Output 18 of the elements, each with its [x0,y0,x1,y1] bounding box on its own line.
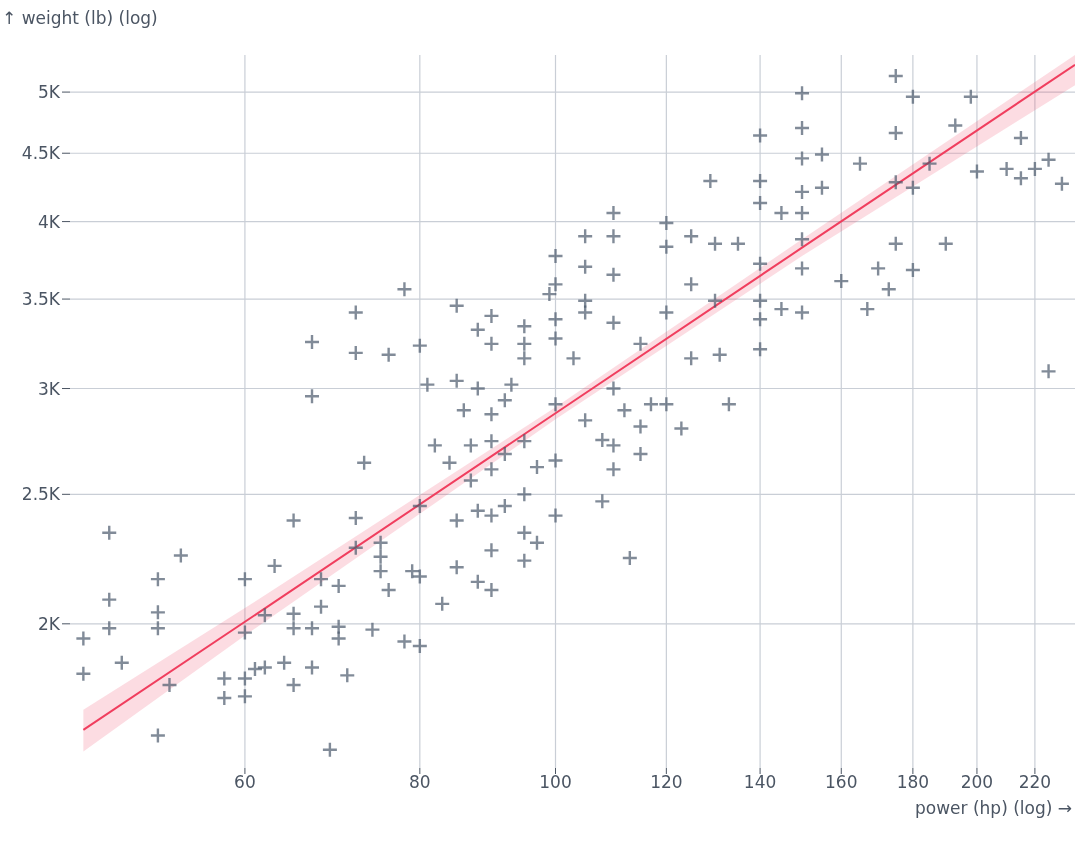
x-tick-label: 60 [234,772,256,793]
y-tick-label: 5K [38,82,61,103]
y-tick-label: 2.5K [21,484,61,505]
y-tick-label: 2K [38,613,61,634]
y-tick-label: 3.5K [21,289,61,310]
x-tick-label: 80 [409,772,431,793]
y-tick-label: 3K [38,378,61,399]
x-tick-label: 220 [1018,772,1052,793]
x-axis-title: power (hp) (log) → [914,798,1072,818]
x-tick-label: 140 [743,772,777,793]
x-tick-label: 180 [896,772,930,793]
x-tick-label: 120 [650,772,683,793]
x-tick-label: 160 [825,772,858,793]
y-axis-title: ↑ weight (lb) (log) [2,8,158,28]
y-tick-label: 4.5K [21,143,61,164]
x-tick-label: 200 [960,772,994,793]
y-tick-label: 4K [38,211,61,232]
x-tick-label: 100 [539,772,572,793]
